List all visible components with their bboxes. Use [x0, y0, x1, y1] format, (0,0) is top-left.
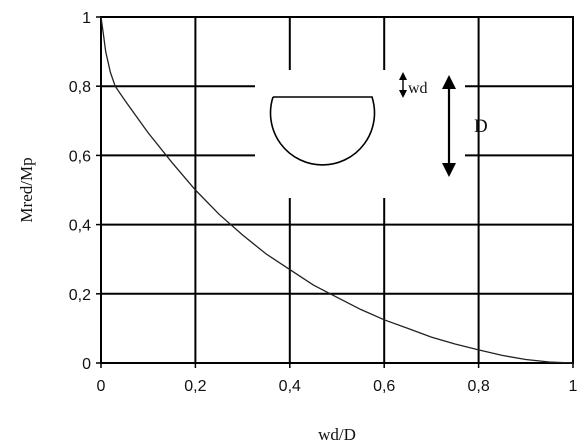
y-tick-label: 0,6	[69, 148, 91, 165]
series-line	[100, 16, 574, 364]
x-tick-label: 0	[97, 378, 106, 395]
x-axis-label: wd/D	[318, 425, 356, 444]
y-tick-label: 0,8	[69, 79, 91, 96]
x-tick-label: 0,4	[279, 378, 301, 395]
x-tick-label: 0,6	[373, 378, 395, 395]
d-arrow-head-top	[442, 75, 456, 89]
d-arrow-head-bottom	[442, 163, 456, 177]
y-tick-label: 0,2	[69, 287, 91, 304]
y-tick-label: 0	[82, 356, 91, 373]
y-axis-label: Mred/Mp	[17, 157, 36, 222]
x-tick-label: 0,8	[467, 378, 489, 395]
notched-circle-section	[269, 96, 376, 166]
x-tick-label: 1	[569, 378, 578, 395]
wd-arrow-head-top	[399, 72, 407, 80]
x-tick-labels: 0 0,2 0,4 0,6 0,8 1	[97, 378, 578, 395]
wd-label: wd	[408, 80, 428, 97]
y-tick-label: 1	[82, 10, 91, 27]
y-tick-labels: 0 0,2 0,4 0,6 0,8 1	[69, 10, 91, 373]
d-label: D	[474, 116, 488, 137]
x-tick-label: 0,2	[184, 378, 206, 395]
inset-diagram: wd D	[255, 70, 488, 198]
y-tick-label: 0,4	[69, 218, 91, 235]
inset-background	[255, 70, 465, 198]
wd-arrow-head-bottom	[399, 90, 407, 98]
